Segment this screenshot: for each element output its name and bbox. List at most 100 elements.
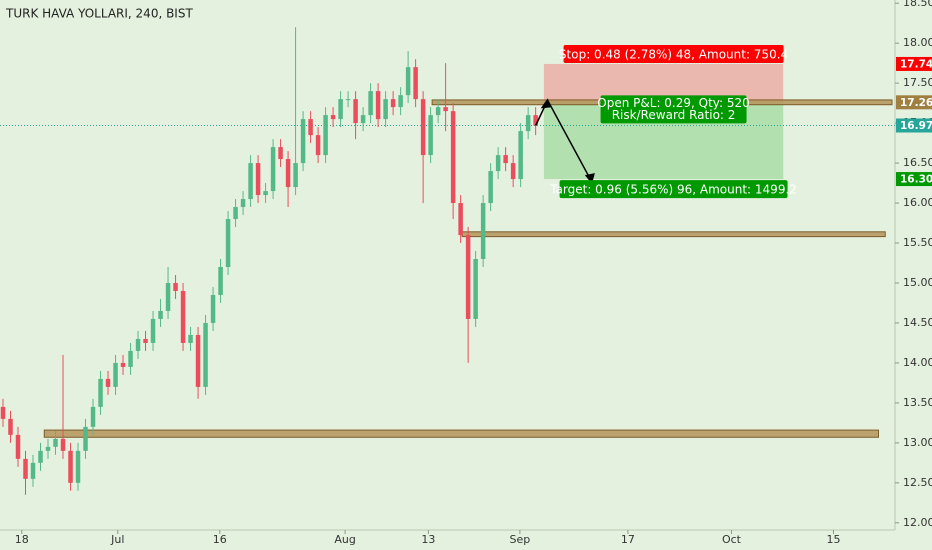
x-tick-label: 13 xyxy=(421,533,435,546)
candle-body xyxy=(503,155,508,164)
price-tag xyxy=(896,95,932,110)
candle-body xyxy=(368,91,373,116)
pnl-label: Open P&L: 0.29, Qty: 520 xyxy=(597,96,750,110)
candle-body xyxy=(383,99,388,120)
price-tag-label: 17.26 xyxy=(900,97,932,109)
y-tick-label: 16.00 xyxy=(903,196,932,209)
candle-body xyxy=(113,362,118,387)
stop-label-box xyxy=(563,44,784,63)
candle-body xyxy=(293,163,298,188)
candle-body xyxy=(68,450,73,483)
y-tick-label: 18.00 xyxy=(903,36,932,49)
y-tick-label: 15.00 xyxy=(903,276,932,289)
candle-body xyxy=(375,91,381,120)
pnl-box xyxy=(600,95,747,124)
candle-body xyxy=(495,155,501,172)
candle-body xyxy=(525,115,531,132)
price-tag xyxy=(896,172,932,187)
candle-body xyxy=(105,378,111,387)
candle-body xyxy=(465,235,471,319)
candle-body xyxy=(98,378,103,407)
candle-body xyxy=(225,219,231,267)
y-tick-label: 17.50 xyxy=(903,76,932,89)
candle-body xyxy=(120,362,126,367)
candle-body xyxy=(150,318,156,343)
candle-body xyxy=(210,294,216,323)
candle-body xyxy=(330,115,336,120)
y-tick-label: 12.50 xyxy=(903,476,932,489)
x-tick-label: 16 xyxy=(213,533,227,546)
candle-body xyxy=(23,458,28,479)
candle-body xyxy=(360,115,366,124)
y-tick-label: 15.50 xyxy=(903,236,932,249)
y-tick-label: 14.50 xyxy=(903,316,932,329)
price-tag-label: 17.74 xyxy=(900,58,932,70)
candle-body xyxy=(143,338,148,343)
candle-body xyxy=(30,462,36,479)
candle-body xyxy=(473,259,478,319)
arrow-head xyxy=(540,98,551,109)
candle-body xyxy=(15,434,21,459)
candle-body xyxy=(480,203,486,260)
y-tick-label: 18.50 xyxy=(903,0,932,9)
x-tick-label: Oct xyxy=(722,533,742,546)
candle-body xyxy=(300,119,306,164)
candle-body xyxy=(390,99,396,108)
target-label-box xyxy=(559,180,788,199)
y-tick-label: 13.50 xyxy=(903,396,932,409)
candle-body xyxy=(435,107,441,116)
rr-label: Risk/Reward Ratio: 2 xyxy=(612,108,736,122)
candle-body xyxy=(285,159,291,188)
candle-body xyxy=(240,199,246,208)
x-tick-label: Jul xyxy=(110,533,124,546)
x-tick-label: Aug xyxy=(334,533,355,546)
x-tick-label: 18 xyxy=(15,533,29,546)
y-tick-label: 16.50 xyxy=(903,156,932,169)
candle-body xyxy=(203,322,208,387)
candle-body xyxy=(45,446,51,451)
candle-body xyxy=(420,99,426,156)
candle-body xyxy=(428,115,433,156)
candle-body xyxy=(443,107,448,112)
candle-body xyxy=(248,163,253,200)
candle-body xyxy=(0,406,6,419)
candle-body xyxy=(180,290,186,343)
target-label: Target: 0.96 (5.56%) 96, Amount: 1499.2 xyxy=(549,183,797,197)
candle-body xyxy=(450,111,456,204)
candle-body xyxy=(323,115,328,156)
candle-body xyxy=(158,310,163,319)
price-axis xyxy=(895,0,932,550)
candle-body xyxy=(255,163,261,196)
x-tick-label: 15 xyxy=(826,533,840,546)
y-tick-label: 12.00 xyxy=(903,516,932,529)
price-tag-label: 16.97 xyxy=(900,120,932,132)
candle-body xyxy=(270,147,276,192)
candle-body xyxy=(353,99,358,124)
price-tag xyxy=(896,56,932,71)
candle-body xyxy=(263,191,268,196)
y-tick-label: 13.00 xyxy=(903,436,932,449)
candle-body xyxy=(405,67,411,96)
candle-body xyxy=(533,115,538,126)
candle-body xyxy=(518,131,523,180)
x-tick-label: Sep xyxy=(510,533,531,546)
candle-body xyxy=(510,163,516,180)
candle-body xyxy=(8,418,13,435)
chart-title: TURK HAVA YOLLARI, 240, BIST xyxy=(5,7,193,21)
candle-body xyxy=(135,338,141,351)
candle-body xyxy=(345,99,351,101)
candle-body xyxy=(195,334,201,387)
candle-body xyxy=(338,99,343,120)
candle-body xyxy=(165,282,171,311)
candle-body xyxy=(218,266,223,295)
support-zone xyxy=(43,429,879,438)
candle-body xyxy=(75,450,81,483)
candle-body xyxy=(173,282,178,291)
candle-body xyxy=(413,67,418,100)
candle-body xyxy=(458,203,463,236)
x-tick-label: 17 xyxy=(621,533,635,546)
candle-body xyxy=(315,135,321,156)
candle-body xyxy=(90,406,96,427)
candle-body xyxy=(83,426,88,451)
